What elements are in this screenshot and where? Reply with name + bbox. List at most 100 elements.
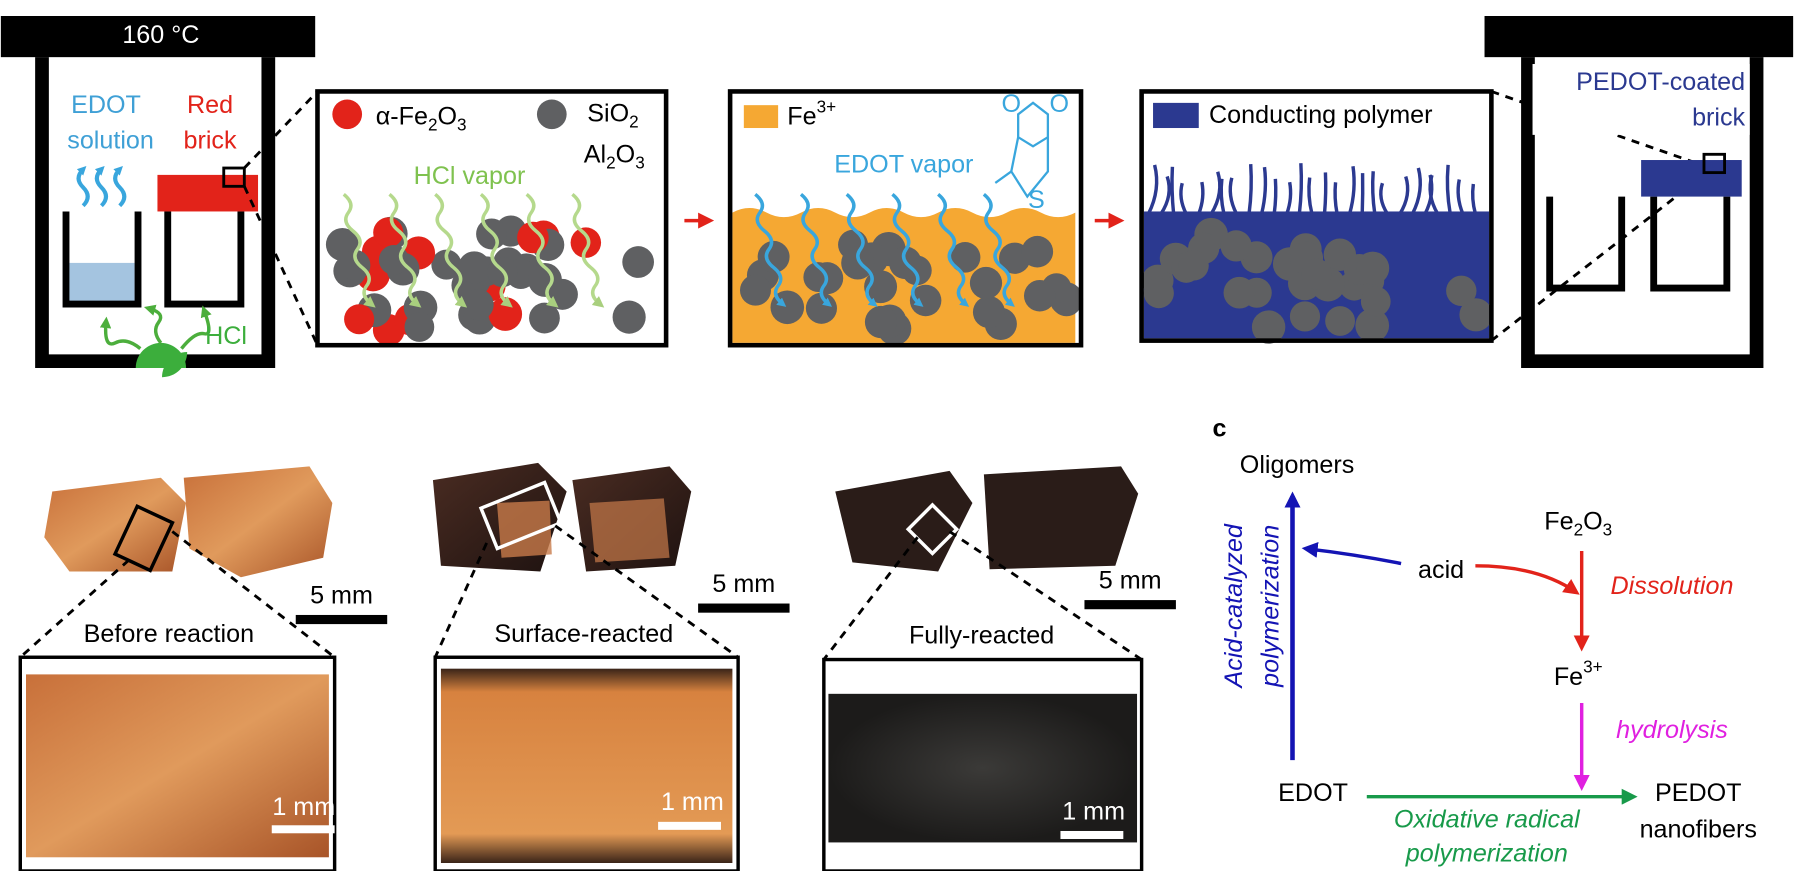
hcl-arrows [99, 304, 212, 350]
particle [404, 312, 435, 342]
box [1139, 89, 1494, 343]
vapor-arrow [342, 192, 376, 308]
particle [1223, 276, 1256, 309]
particle [1459, 298, 1493, 332]
vapor-arrow [799, 192, 832, 307]
particle [1251, 310, 1286, 344]
nanofiber [1197, 181, 1205, 215]
edot-label: EDOT [71, 91, 141, 119]
particle [1021, 235, 1054, 268]
scale-label: 5 mm [712, 570, 775, 598]
text-segment: O [1583, 507, 1603, 535]
arrow-label: Acid-catalyzed [1220, 523, 1248, 689]
vapor-arrow [388, 192, 422, 308]
photo-label: Surface-reacted [494, 620, 673, 648]
oven-wall [1521, 57, 1764, 369]
text-segment: 3+ [1583, 656, 1603, 676]
arrow-label: hydrolysis [1616, 716, 1728, 744]
nanofiber [1379, 182, 1389, 215]
nanofiber [1307, 177, 1314, 215]
particle [1023, 279, 1056, 312]
brick-label: Red [187, 91, 233, 119]
nanofiber [1219, 178, 1226, 215]
box [727, 89, 1084, 348]
edot-structure [994, 101, 1050, 199]
legend-label: Fe3+ [787, 96, 836, 130]
text-segment: 2 [606, 152, 616, 172]
nanofiber [1170, 166, 1176, 214]
atom: O [1002, 90, 1022, 118]
particle [949, 242, 981, 273]
particle [864, 305, 898, 339]
beakers [1546, 196, 1731, 292]
vapor-arrow [982, 192, 1015, 307]
nanofiber [1410, 167, 1422, 215]
arrow-label: polymerization [1257, 525, 1285, 688]
particle [529, 302, 560, 334]
arrow [1475, 564, 1580, 595]
nanofiber [1322, 172, 1328, 214]
particle [339, 249, 371, 281]
scale-bars: 5 mm Before reaction 1 mm 5 mm Surface-react… [84, 566, 1176, 839]
nanofiber [1209, 171, 1222, 215]
text-segment: Al [584, 140, 606, 168]
particle [373, 217, 404, 248]
zoom-line [19, 524, 1143, 661]
text-segment: 3+ [817, 96, 837, 116]
node-label: acid [1418, 556, 1464, 584]
scale-bar [295, 614, 388, 625]
pedot-label: PEDOT-coated [1576, 68, 1745, 96]
text-segment: 2 [1574, 519, 1584, 539]
particles-box [732, 192, 1084, 346]
liquid [69, 262, 135, 305]
nanofiber [1228, 177, 1239, 215]
oven-top [0, 16, 316, 58]
text-segment: O [438, 102, 458, 130]
nanofiber [1179, 182, 1188, 215]
scale-bar [1060, 830, 1124, 839]
legend-dot [536, 99, 567, 130]
zoom-box [905, 502, 960, 556]
particle [1446, 275, 1477, 307]
arrow-label: polymerization [1405, 840, 1568, 868]
particle [739, 274, 771, 306]
zoom-box [478, 480, 564, 551]
scale-label: 1 mm [1062, 797, 1125, 825]
arrow-label: Oxidative radical [1394, 805, 1581, 833]
particle [528, 262, 562, 297]
legend-label: α-Fe2O3 [376, 102, 467, 134]
edot-label: solution [67, 126, 154, 154]
nanofiber [1259, 166, 1268, 215]
legend-dot [332, 99, 363, 130]
legend-label: Conducting polymer [1209, 101, 1432, 129]
text-segment: 3 [635, 152, 645, 172]
particle [1356, 251, 1390, 285]
brick-label: brick [183, 126, 236, 154]
hcl-label: HCl [205, 322, 247, 350]
particle [344, 304, 375, 335]
node-label: Fe2O3 [1544, 507, 1612, 539]
nanofiber [1456, 179, 1465, 215]
nanofiber [1333, 182, 1339, 215]
particle [1220, 230, 1252, 262]
particle [1178, 250, 1209, 281]
particle [1143, 278, 1174, 309]
text-segment: Fe [787, 102, 816, 130]
vapor-arrow [937, 192, 970, 307]
nanofiber [1428, 174, 1440, 215]
scale-bar [658, 821, 721, 830]
node-label: PEDOT [1655, 779, 1742, 807]
node-label: Oligomers [1240, 451, 1355, 479]
box [315, 89, 669, 348]
scale-label: 1 mm [272, 793, 335, 821]
particle [909, 284, 942, 317]
arrow-label: Dissolution [1611, 572, 1734, 600]
particle [841, 246, 875, 280]
node-label: nanofibers [1640, 816, 1757, 844]
particle [1360, 286, 1391, 317]
label-bg [1532, 64, 1750, 135]
legend-swatch [1153, 102, 1199, 129]
particle [431, 249, 462, 280]
vapor-arrow [571, 192, 605, 308]
nanofiber [1470, 183, 1478, 215]
